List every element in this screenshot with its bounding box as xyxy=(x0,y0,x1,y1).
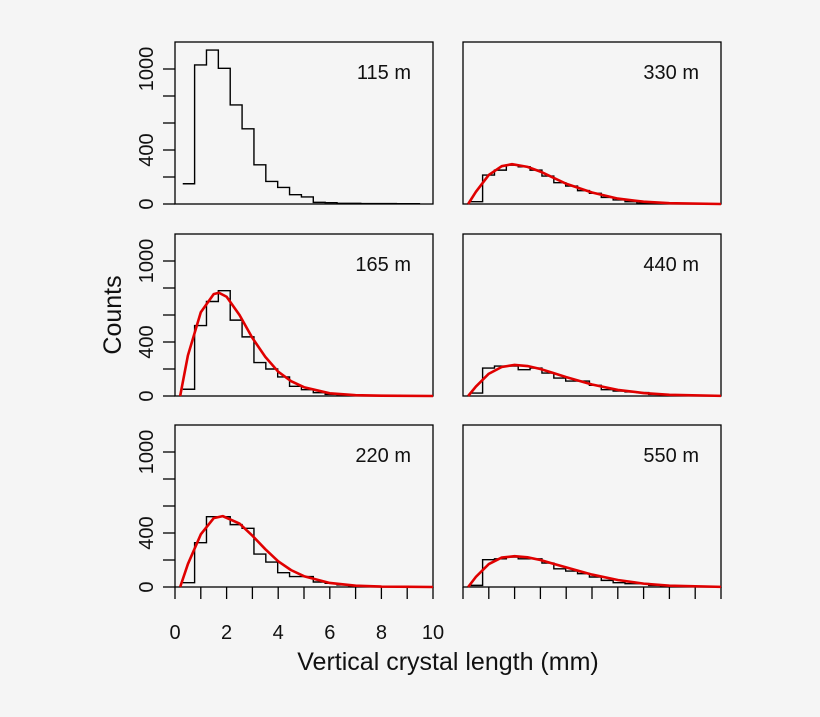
panel-depth-label: 220 m xyxy=(355,445,411,467)
x-tick-label: 10 xyxy=(422,622,444,644)
panel-165m: 0 400 1000 165 m xyxy=(136,233,434,402)
y-tick-label: 0 xyxy=(136,581,158,592)
y-tick-label: 1000 xyxy=(136,239,158,284)
panel-depth-label: 550 m xyxy=(643,445,699,467)
panel-330m: 330 m xyxy=(462,41,722,206)
y-tick-label: 0 xyxy=(136,198,158,209)
panel-440m: 440 m xyxy=(462,233,722,398)
panel-depth-label: 165 m xyxy=(355,254,411,276)
fit-curve xyxy=(178,514,434,589)
panel-depth-label: 440 m xyxy=(643,254,699,276)
panel-frame xyxy=(462,41,722,205)
panel-frame xyxy=(462,233,722,397)
panel-220m: 0 400 1000 0 2 4 6 8 10 220 m xyxy=(136,424,444,644)
y-tick-label: 1000 xyxy=(136,47,158,92)
fit-curve xyxy=(467,363,722,398)
fit-curve xyxy=(467,162,722,206)
y-tick-label: 400 xyxy=(136,325,158,358)
panel-550m: 550 m xyxy=(462,424,722,599)
y-axis-label: Counts xyxy=(99,275,127,354)
histogram-outline xyxy=(182,49,421,205)
x-tick-label: 6 xyxy=(324,622,335,644)
x-tick-label: 8 xyxy=(376,622,387,644)
x-tick-label: 4 xyxy=(273,622,284,644)
x-axis-label: Vertical crystal length (mm) xyxy=(297,648,598,676)
y-tick-label: 400 xyxy=(136,133,158,166)
y-tick-label: 1000 xyxy=(136,430,158,475)
y-tick-label: 400 xyxy=(136,516,158,549)
fit-curve xyxy=(178,291,434,398)
y-tick-label: 0 xyxy=(136,390,158,401)
panel-depth-label: 115 m xyxy=(357,62,411,84)
x-tick-label: 2 xyxy=(221,622,232,644)
panel-depth-label: 330 m xyxy=(643,62,699,84)
panel-115m: 0 400 1000 115 m xyxy=(136,41,434,210)
fit-curve xyxy=(467,554,722,589)
x-tick-label: 0 xyxy=(169,622,180,644)
